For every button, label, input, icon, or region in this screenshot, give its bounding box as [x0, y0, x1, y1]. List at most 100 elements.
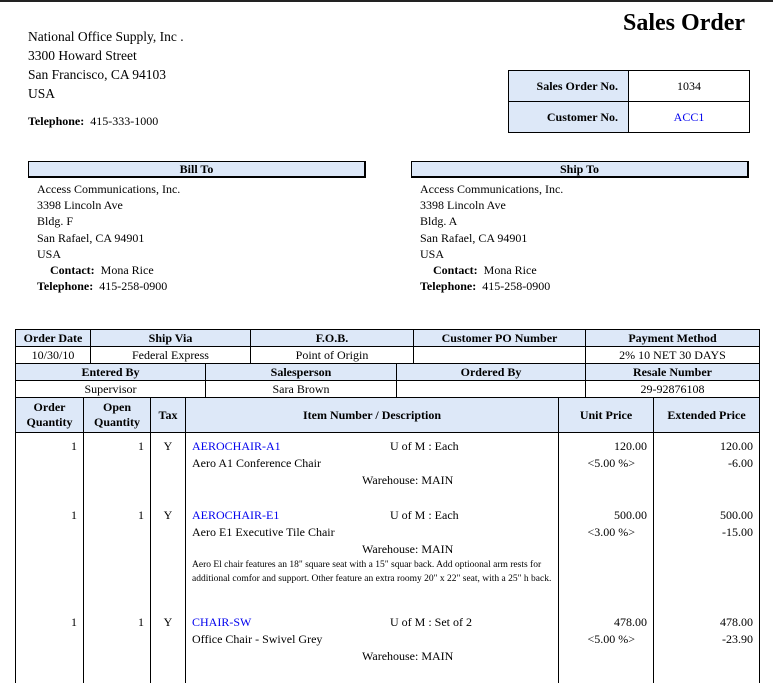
- entered-by: Supervisor: [16, 381, 206, 398]
- contact-label: Contact:: [433, 263, 478, 277]
- discount-percent: <5.00 %>: [559, 631, 647, 648]
- open-quantity: 1: [84, 438, 144, 455]
- address-line: 3398 Lincoln Ave: [37, 197, 180, 213]
- address-line: USA: [28, 84, 184, 103]
- address-line: San Francisco, CA 94103: [28, 65, 184, 84]
- ship-via: Federal Express: [91, 347, 251, 364]
- telephone-value: 415-258-0900: [482, 279, 550, 293]
- unit-of-measure: U of M : Set of 2: [390, 614, 472, 631]
- line-item-cell: 120.00<5.00 %>: [559, 433, 647, 507]
- open-quantity: 1: [84, 614, 144, 631]
- ship-to-contact: Contact: Mona Rice: [420, 262, 563, 278]
- order-date: 10/30/10: [16, 347, 91, 364]
- tax-flag: Y: [151, 614, 185, 631]
- telephone-label: Telephone:: [420, 279, 476, 293]
- line-item-cell: 1: [84, 507, 144, 614]
- item-number-link[interactable]: AEROCHAIR-E1: [192, 508, 279, 522]
- extended-discount: -6.00: [654, 455, 753, 472]
- line-item-cell: Y: [151, 433, 185, 507]
- line-item-cell: 500.00<3.00 %>: [559, 507, 647, 614]
- line-item-cell: 478.00<5.00 %>: [559, 614, 647, 683]
- customer-no-label: Customer No.: [509, 102, 629, 133]
- order-info-table: Sales Order No.1034 Customer No.ACC1: [508, 70, 750, 133]
- resale-number: 29-92876108: [586, 381, 760, 398]
- telephone-value: 415-333-1000: [90, 114, 158, 128]
- extended-discount: -15.00: [654, 524, 753, 541]
- bill-to-telephone: Telephone: 415-258-0900: [37, 278, 180, 294]
- extended-discount: -23.90: [654, 631, 753, 648]
- entered-by-header: Entered By: [16, 364, 206, 381]
- ship-via-header: Ship Via: [91, 330, 251, 347]
- open-quantity: 1: [84, 507, 144, 524]
- customer-no-link[interactable]: ACC1: [629, 102, 750, 133]
- tax-flag: Y: [151, 438, 185, 455]
- item-number-link[interactable]: CHAIR-SW: [192, 615, 251, 629]
- warehouse: Warehouse: MAIN: [186, 472, 558, 489]
- unit-of-measure: U of M : Each: [390, 507, 459, 524]
- line-item-cell: 120.00-6.00: [654, 433, 753, 507]
- bill-to-contact: Contact: Mona Rice: [37, 262, 180, 278]
- order-quantity: 1: [16, 438, 77, 455]
- customer-po: [414, 347, 586, 364]
- customer-po-header: Customer PO Number: [414, 330, 586, 347]
- unit-price-column: 120.00<5.00 %>500.00<3.00 %>478.00<5.00 …: [559, 433, 654, 683]
- contact-value: Mona Rice: [101, 263, 154, 277]
- line-item-cell: 1: [84, 433, 144, 507]
- line-item-cell: 500.00-15.00: [654, 507, 753, 614]
- payment-method-header: Payment Method: [586, 330, 760, 347]
- bill-to-address: Access Communications, Inc. 3398 Lincoln…: [37, 181, 180, 294]
- item-description-header: Item Number / Description: [186, 398, 559, 433]
- payment-method: 2% 10 NET 30 DAYS: [586, 347, 760, 364]
- item-number-link[interactable]: AEROCHAIR-A1: [192, 439, 281, 453]
- fob-header: F.O.B.: [251, 330, 414, 347]
- address-line: San Rafael, CA 94901: [420, 230, 563, 246]
- address-line: 3300 Howard Street: [28, 46, 184, 65]
- extended-price-header: Extended Price: [654, 398, 760, 433]
- order-date-header: Order Date: [16, 330, 91, 347]
- address-line: USA: [420, 246, 563, 262]
- open-quantity-column: 1 1 1: [84, 433, 151, 683]
- sales-order-no-label: Sales Order No.: [509, 71, 629, 102]
- discount-percent: <5.00 %>: [559, 455, 647, 472]
- item-description: Office Chair - Swivel Grey: [186, 631, 558, 648]
- order-quantity: 1: [16, 614, 77, 631]
- unit-price: 478.00: [559, 614, 647, 631]
- extended-price: 500.00: [654, 507, 753, 524]
- item-description: Aero E1 Executive Tile Chair: [186, 524, 558, 541]
- order-quantity-header: Order Quantity: [16, 398, 84, 433]
- ship-to-heading: Ship To: [411, 161, 749, 178]
- item-description: Aero A1 Conference Chair: [186, 455, 558, 472]
- warehouse: Warehouse: MAIN: [186, 648, 558, 665]
- top-border: [0, 0, 773, 2]
- telephone-label: Telephone:: [28, 114, 84, 128]
- line-item-cell: 1: [84, 614, 144, 683]
- order-quantity: 1: [16, 507, 77, 524]
- line-item-cell: 1: [16, 433, 77, 507]
- ship-to-address: Access Communications, Inc. 3398 Lincoln…: [420, 181, 563, 294]
- item-number-row: CHAIR-SW U of M : Set of 2: [186, 614, 558, 631]
- resale-number-header: Resale Number: [586, 364, 760, 381]
- unit-price: 120.00: [559, 438, 647, 455]
- line-item-cell: Y: [151, 507, 185, 614]
- telephone-label: Telephone:: [37, 279, 93, 293]
- item-note: Aero El chair features an 18" square sea…: [186, 558, 558, 586]
- tax-header: Tax: [151, 398, 186, 433]
- address-line: USA: [37, 246, 180, 262]
- line-item-cell: 1: [16, 614, 77, 683]
- extended-price: 478.00: [654, 614, 753, 631]
- address-line: San Rafael, CA 94901: [37, 230, 180, 246]
- company-address: National Office Supply, Inc . 3300 Howar…: [28, 27, 184, 103]
- fob: Point of Origin: [251, 347, 414, 364]
- line-item-cell: 1: [16, 507, 77, 614]
- unit-price: 500.00: [559, 507, 647, 524]
- contact-label: Contact:: [50, 263, 95, 277]
- line-item-cell: 478.00-23.90: [654, 614, 753, 683]
